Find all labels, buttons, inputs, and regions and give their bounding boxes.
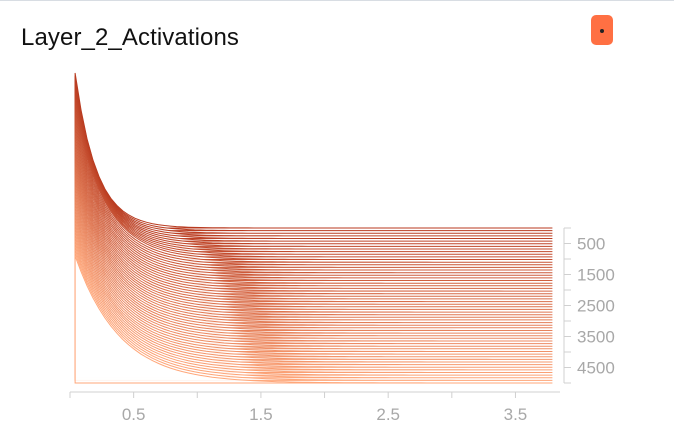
step-tick-label: 2500: [577, 297, 615, 316]
step-tick-label: 1500: [577, 266, 615, 285]
step-axis: 500 1500 2500 3500 4500: [563, 227, 615, 384]
histogram-slice: [74, 76, 553, 232]
chart-title: Layer_2_Activations: [21, 24, 240, 51]
histogram-slice: [74, 79, 553, 234]
x-axis: 0.5 1.5 2.5 3.5: [69, 391, 560, 424]
x-tick-label: 0.5: [122, 405, 146, 424]
histogram-slice: [74, 92, 553, 245]
histogram-slice: [74, 89, 553, 242]
x-tick-label: 2.5: [376, 405, 400, 424]
histogram-slice: [74, 82, 553, 237]
histogram-slice: [74, 86, 553, 239]
step-tick-label: 3500: [577, 328, 615, 347]
legend-color-chip[interactable]: [591, 15, 613, 45]
x-tick-label: 3.5: [504, 405, 528, 424]
histogram-slice: [74, 72, 553, 229]
legend-dot-icon: [600, 29, 604, 33]
x-tick-label: 1.5: [249, 405, 273, 424]
histogram-slice: [74, 255, 553, 384]
step-tick-label: 500: [577, 235, 605, 254]
card-top-border: [0, 0, 674, 1]
step-tick-label: 4500: [577, 359, 615, 378]
histogram-ridges: [74, 72, 553, 384]
